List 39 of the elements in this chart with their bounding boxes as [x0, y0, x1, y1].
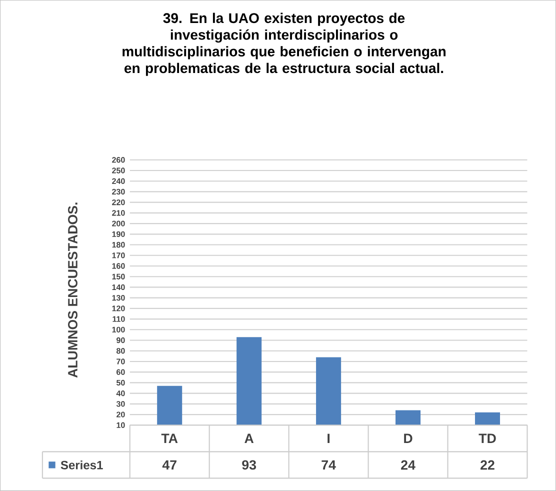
- y-tick-label: 200: [112, 220, 125, 226]
- y-tick-label: 210: [112, 210, 125, 216]
- y-tick-label: 180: [112, 242, 125, 248]
- x-tick-label: TA: [161, 434, 178, 444]
- data-label: 22: [480, 460, 494, 470]
- y-tick-label: 30: [116, 401, 125, 407]
- legend-label: Series1: [60, 460, 103, 470]
- y-tick-label: 120: [112, 306, 125, 312]
- y-tick-label: 90: [116, 337, 125, 344]
- y-tick-label: 150: [112, 274, 125, 280]
- x-tick-label: I: [328, 434, 330, 444]
- data-label: 74: [322, 460, 336, 470]
- y-tick-label: 190: [112, 231, 125, 238]
- y-tick-label: 140: [112, 284, 125, 290]
- y-tick-label: 230: [112, 188, 125, 195]
- x-tick-label: D: [404, 434, 412, 444]
- y-tick-label: 100: [112, 326, 125, 333]
- y-tick-label: 50: [116, 380, 125, 386]
- data-label: 47: [162, 460, 176, 470]
- y-tick-label: 220: [112, 200, 125, 206]
- y-axis-title: ALUMNOS ENCUESTADOS.: [68, 202, 78, 378]
- chart-title: 39. En la UAO existen proyectos de investigación interdisciplinarios o multidisciplinarios que beneficien o intervengan en problematicas de la estructura social actual.: [122, 12, 446, 76]
- data-label: 93: [242, 460, 256, 470]
- x-tick-label: A: [244, 434, 254, 444]
- y-tick-label: 110: [112, 316, 125, 322]
- y-tick-label: 260: [112, 157, 125, 163]
- y-tick-label: 250: [112, 168, 125, 174]
- y-tick-label: 70: [116, 358, 125, 364]
- y-tick-label: 40: [116, 390, 125, 396]
- y-tick-label: 160: [112, 263, 125, 269]
- y-tick-label: 80: [116, 348, 125, 354]
- data-label: 24: [401, 460, 416, 470]
- x-tick-label: TD: [478, 434, 496, 444]
- y-tick-label: 130: [112, 295, 125, 301]
- y-tick-label: 240: [112, 178, 125, 184]
- y-tick-label: 10: [116, 422, 125, 428]
- y-tick-label: 170: [112, 252, 125, 258]
- y-tick-label: 20: [116, 412, 125, 418]
- y-tick-label: 60: [116, 369, 125, 375]
